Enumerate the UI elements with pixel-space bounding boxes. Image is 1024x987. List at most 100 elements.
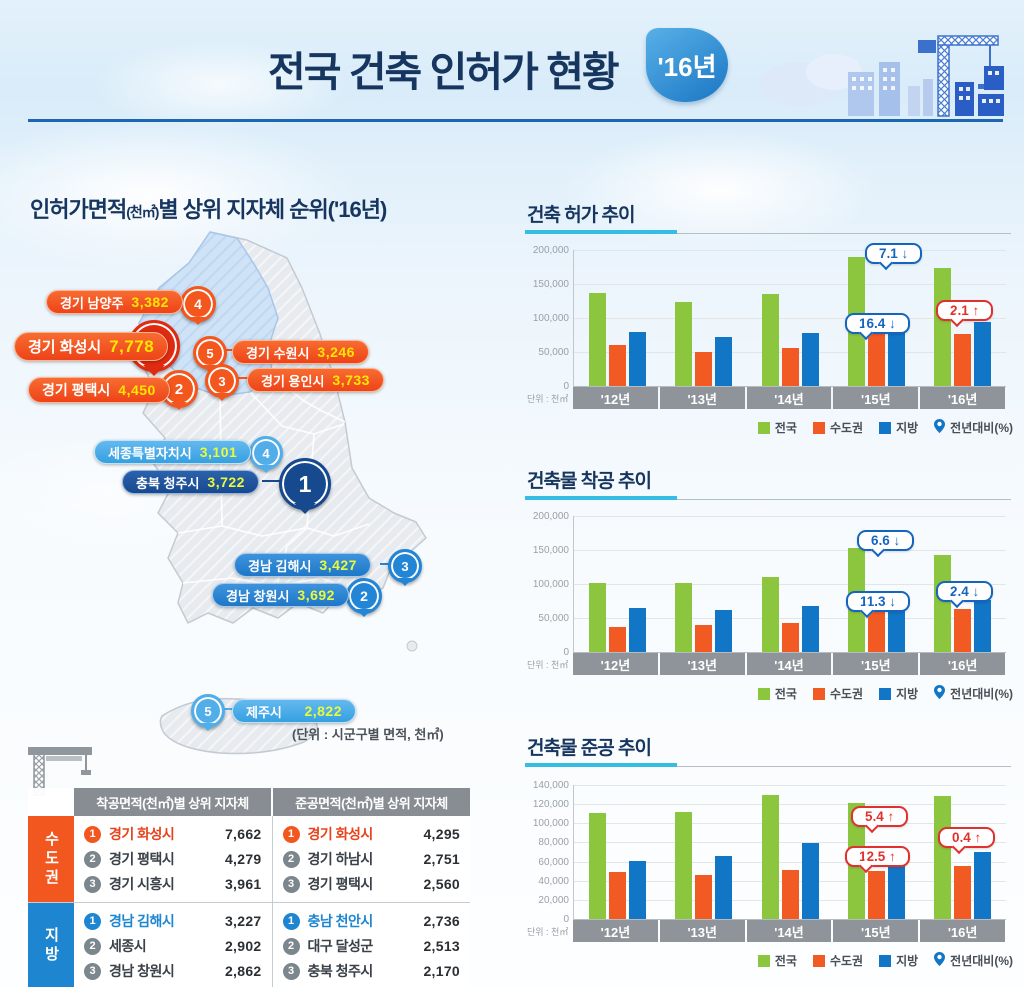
x-axis-label: '13년 xyxy=(659,920,745,942)
bar-지방 xyxy=(628,861,646,919)
bar-group xyxy=(833,785,919,919)
region-name: 경기 화성시 xyxy=(307,826,374,842)
bar-group xyxy=(574,250,660,386)
bar-수도권 xyxy=(867,323,885,386)
table-cell-completion: 1 충남 천안시 2,736 2 대구 달성군 2,513 3 충북 청주시 2,170 xyxy=(271,903,471,987)
legend-item: 전년대비(%) xyxy=(934,419,1013,436)
map-pin-rank1-cheongju: 1 xyxy=(279,458,331,510)
bar-전국 xyxy=(675,812,693,919)
bar-지방 xyxy=(801,606,819,652)
bar-지방 xyxy=(715,856,733,919)
rank-badge: 3 xyxy=(282,875,300,893)
map-pill-gimhae: 경남 김해시 3,427 xyxy=(234,553,371,577)
x-axis-label: '13년 xyxy=(659,653,745,675)
x-axis-label: '12년 xyxy=(573,920,658,942)
bar-지방 xyxy=(801,843,819,919)
bar-전국 xyxy=(934,796,952,919)
y-tick-label: 100,000 xyxy=(532,579,569,590)
area-value: 2,751 xyxy=(423,851,460,867)
legend-label: 수도권 xyxy=(829,421,864,435)
table-entry: 2 경기 평택시 4,279 xyxy=(84,849,262,869)
pill-label: 경기 남양주 xyxy=(60,295,124,311)
callout-regional-change: 0.4 ↑ xyxy=(938,827,996,848)
x-axis-label: '15년 xyxy=(833,653,919,675)
map-pin-rank5-jeju: 5 xyxy=(191,694,225,728)
gridline xyxy=(574,842,1006,844)
legend-swatch xyxy=(812,687,825,700)
y-axis: 0 20,000 40,000 60,000 80,000 100,000 120,000 1… xyxy=(525,780,569,925)
map-section-title: 인허가면적(천㎡)별 상위 지자체 순위('16년) xyxy=(30,192,387,224)
rank-table-body: 수도권 1 경기 화성시 7,662 2 경기 평택시 4,279 3 경기 시흥시 3,961 1… xyxy=(28,816,470,987)
map-title-main: 인허가면적 xyxy=(30,197,127,222)
bar-group xyxy=(920,785,1006,919)
map-pin-rank3-yongin: 3 xyxy=(205,364,239,398)
callout-capital-change: 16.4 ↓ xyxy=(845,313,910,334)
map-pill-cheongju: 충북 청주시 3,722 xyxy=(122,470,259,494)
bar-수도권 xyxy=(781,623,799,652)
pin-connector xyxy=(262,480,284,482)
x-axis-label: '13년 xyxy=(659,387,745,409)
pill-value: 3,101 xyxy=(199,444,238,460)
area-value: 2,513 xyxy=(423,938,460,954)
legend-label: 지방 xyxy=(896,954,919,968)
bar-지방 xyxy=(715,337,733,386)
x-axis-label: '16년 xyxy=(920,653,1005,675)
bar-group xyxy=(574,516,660,652)
chart-legend: 전국 수도권 지방 전년대비(%) xyxy=(757,685,1013,702)
gridline xyxy=(574,823,1006,825)
chart-title: 건축물 준공 추이 xyxy=(527,738,652,759)
y-tick-label: 100,000 xyxy=(532,818,569,830)
bar-수도권 xyxy=(608,345,626,386)
legend-swatch xyxy=(812,954,825,967)
region-name: 충남 천안시 xyxy=(307,913,374,929)
callout-capital-change: 12.5 ↑ xyxy=(845,846,910,867)
bar-지방 xyxy=(715,610,733,652)
gridline xyxy=(574,318,1006,319)
pin-rank: 4 xyxy=(194,296,202,312)
y-axis: 0 50,000 100,000 150,000 200,000 xyxy=(525,511,569,658)
bar-수도권 xyxy=(954,866,972,919)
table-cell-start: 1 경기 화성시 7,662 2 경기 평택시 4,279 3 경기 시흥시 3,961 xyxy=(74,816,272,902)
pill-label: 경기 용인시 xyxy=(261,373,325,389)
gridline xyxy=(574,550,1006,551)
chart-start-trend: 건축물 착공 추이 0 50,000 100,000 150,000 200,000 '… xyxy=(525,466,1017,721)
x-axis-label: '14년 xyxy=(746,920,832,942)
x-axis-label: '12년 xyxy=(573,387,658,409)
bar-지방 xyxy=(974,852,992,919)
pill-value: 3,692 xyxy=(297,587,335,603)
region-name: 경남 김해시 xyxy=(109,913,175,929)
y-axis: 0 50,000 100,000 150,000 200,000 xyxy=(525,245,569,392)
x-axis-label: '14년 xyxy=(746,387,832,409)
pin-rank: 5 xyxy=(204,703,212,719)
bar-전국 xyxy=(588,583,606,652)
chart-completion-trend: 건축물 준공 추이 0 20,000 40,000 60,000 80,000 100,0… xyxy=(525,733,1017,987)
gridline xyxy=(574,250,1006,251)
crane-icon xyxy=(28,747,92,796)
legend-label: 전년대비(%) xyxy=(950,954,1013,968)
map-title-unit: (천㎡) xyxy=(126,204,159,220)
area-value: 3,227 xyxy=(224,913,262,929)
bar-지방 xyxy=(628,608,646,652)
legend-item: 전년대비(%) xyxy=(934,952,1013,969)
table-entry: 2 대구 달성군 2,513 xyxy=(282,936,461,956)
bar-group xyxy=(747,516,833,652)
bar-groups xyxy=(574,250,1006,386)
unit-label: 단위 : 천㎡ xyxy=(527,660,569,670)
start-area-header: 착공면적(천㎡)별 상위 지자체 xyxy=(74,788,271,816)
rank-table: 착공면적(천㎡)별 상위 지자체 준공면적(천㎡)별 상위 지자체 수도권 1 경기… xyxy=(28,788,470,987)
legend-item: 수도권 xyxy=(812,952,863,969)
map-pin-icon xyxy=(934,419,946,436)
table-cell-start: 1 경남 김해시 3,227 2 세종시 2,902 3 경남 창원시 2,862 xyxy=(74,903,272,987)
bar-수도권 xyxy=(695,352,713,386)
bar-group xyxy=(920,516,1006,652)
bar-group xyxy=(833,250,919,386)
bar-group xyxy=(660,785,746,919)
region-name: 세종시 xyxy=(109,938,147,954)
bar-group xyxy=(574,785,660,919)
pill-value: 2,822 xyxy=(304,703,342,719)
region-name: 경기 하남시 xyxy=(307,851,374,867)
table-entry: 1 충남 천안시 2,736 xyxy=(282,911,461,931)
legend-item: 수도권 xyxy=(812,419,864,436)
pin-rank: 5 xyxy=(206,345,214,361)
pill-label: 제주시 xyxy=(246,704,282,720)
